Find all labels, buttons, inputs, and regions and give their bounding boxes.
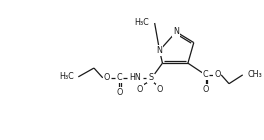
Text: O: O	[103, 73, 110, 82]
Text: O: O	[156, 85, 163, 94]
Text: HN: HN	[129, 73, 141, 82]
Text: C: C	[203, 70, 208, 79]
Text: N: N	[173, 27, 179, 36]
Text: CH₃: CH₃	[248, 70, 262, 79]
Text: H₃C: H₃C	[60, 72, 74, 81]
Text: O: O	[202, 85, 209, 94]
Text: O: O	[214, 70, 220, 79]
Text: O: O	[137, 85, 143, 94]
Text: N: N	[157, 46, 162, 55]
Text: O: O	[116, 88, 122, 97]
Text: C: C	[117, 73, 122, 82]
Text: S: S	[148, 73, 153, 82]
Text: H₃C: H₃C	[134, 18, 149, 27]
